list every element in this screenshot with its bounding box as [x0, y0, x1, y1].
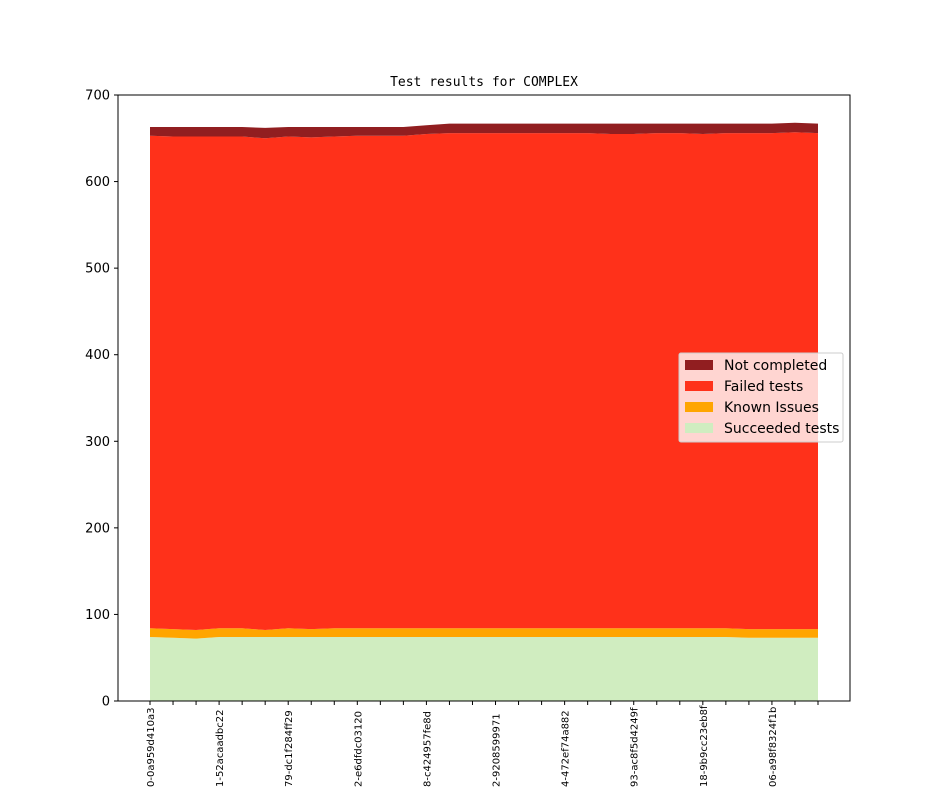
- chart-title: Test results for COMPLEX: [390, 75, 578, 90]
- y-tick-label: 700: [85, 89, 110, 104]
- x-tick-label: 8-c424957fe8d: [422, 711, 433, 787]
- y-tick-label: 300: [85, 435, 110, 450]
- legend: Not completed Failed tests Known Issues Suc…: [678, 352, 844, 443]
- legend-swatch: [685, 381, 713, 391]
- area-not-completed: [150, 122, 818, 139]
- x-tick-label: 1-52acaadbc22: [215, 710, 226, 787]
- area-known-issues: [150, 628, 818, 639]
- x-tick-label: 79-dc1f284ff29: [284, 710, 295, 787]
- plot-frame: [117, 94, 851, 702]
- x-tick-label: 4-472ef74a882: [561, 710, 572, 787]
- legend-frame: [678, 352, 844, 443]
- x-tick-label: 06-a98f8324f1b: [768, 707, 779, 787]
- y-tick-label: 500: [85, 262, 110, 277]
- legend-label: Not completed: [724, 358, 827, 374]
- x-tick-label: 93-ac8f5d4249f: [630, 707, 641, 787]
- y-axis: 0 100 200 300 400 500 600 700: [85, 89, 118, 710]
- y-tick-label: 100: [85, 608, 110, 623]
- area-failed-tests: [150, 132, 818, 631]
- x-tick-label: 0-0a959d410a3: [146, 708, 157, 787]
- y-tick-label: 0: [102, 695, 110, 710]
- x-tick-label: 18-9b9cc23eb8f: [699, 705, 710, 787]
- area-succeeded-tests: [150, 636, 818, 701]
- legend-swatch: [685, 402, 713, 412]
- y-tick-label: 200: [85, 521, 110, 536]
- x-tick-label: 2-9208599971: [492, 713, 503, 787]
- legend-swatch: [685, 360, 713, 370]
- legend-label: Known Issues: [724, 400, 819, 416]
- series-areas: [150, 122, 818, 701]
- legend-label: Failed tests: [724, 379, 803, 395]
- legend-swatch: [685, 423, 713, 433]
- x-tick-label: 2-e6dfdc03120: [353, 711, 364, 787]
- x-axis: 0-0a959d410a3 1-52acaadbc22 79-dc1f284ff29…: [146, 701, 819, 787]
- legend-label: Succeeded tests: [724, 421, 839, 437]
- y-tick-label: 400: [85, 348, 110, 363]
- y-tick-label: 600: [85, 175, 110, 190]
